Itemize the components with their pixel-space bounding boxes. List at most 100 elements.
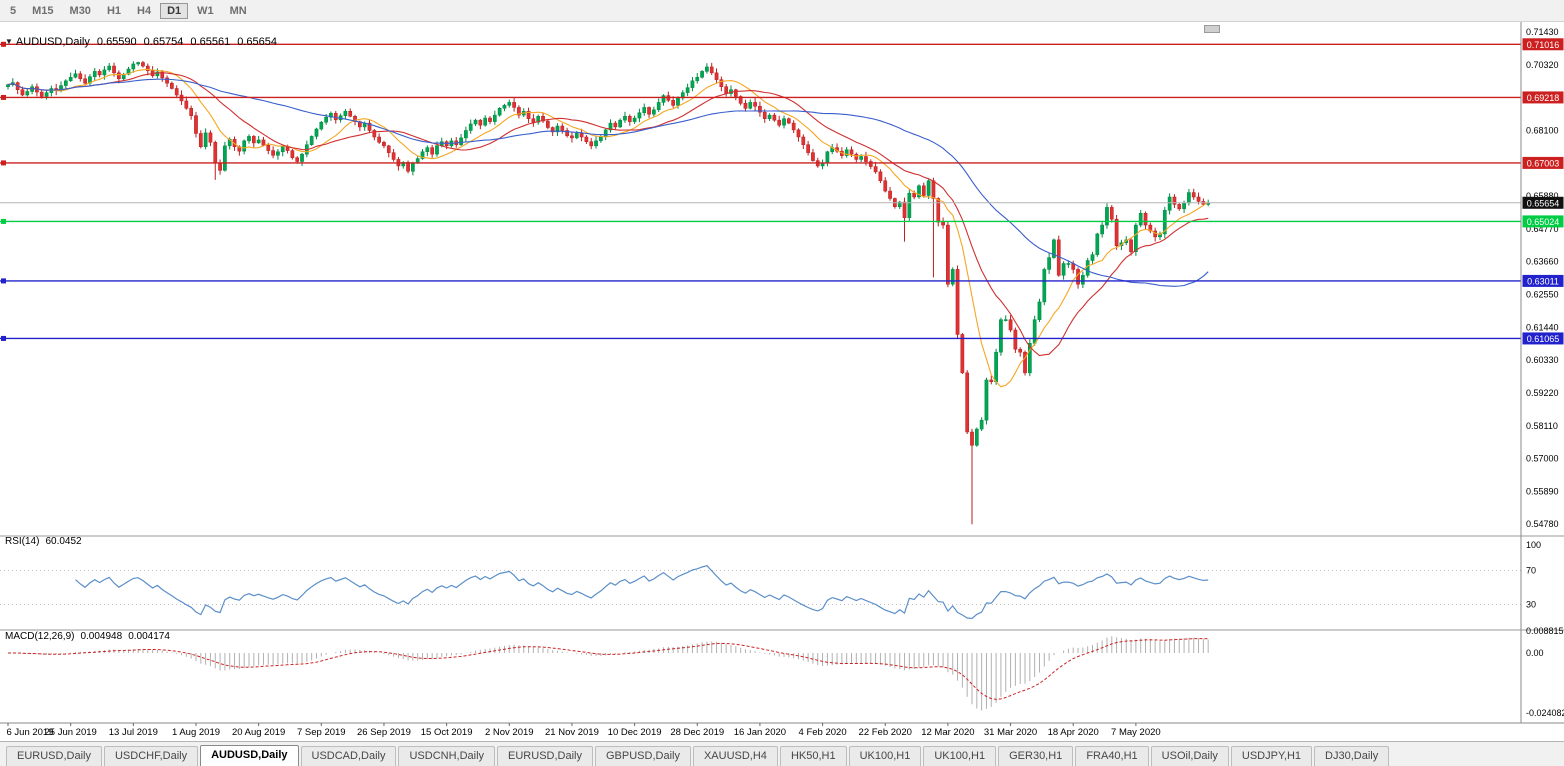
rsi-name: RSI(14) <box>5 536 40 547</box>
svg-text:20 Aug 2019: 20 Aug 2019 <box>232 727 285 738</box>
chart-title-low: 0.65561 <box>190 36 231 48</box>
svg-text:0.62550: 0.62550 <box>1526 290 1559 300</box>
macd-pane <box>8 636 1209 711</box>
timeframe-button-M15[interactable]: M15 <box>32 4 54 17</box>
svg-text:13 Jul 2019: 13 Jul 2019 <box>109 727 158 738</box>
current-price-label: 0.65654 <box>1522 196 1564 209</box>
svg-text:0.60330: 0.60330 <box>1526 355 1559 365</box>
timeframe-button-MN[interactable]: MN <box>229 4 247 17</box>
chart-tab-1-USDCHF-Daily[interactable]: USDCHF,Daily <box>103 746 199 766</box>
chart-tab-2-AUDUSD-Daily[interactable]: AUDUSD,Daily <box>200 745 299 766</box>
chart-tab-12-FRA40-H1[interactable]: FRA40,H1 <box>1075 746 1149 766</box>
macd-main-value: 0.004948 <box>80 631 123 642</box>
svg-text:0.54780: 0.54780 <box>1526 519 1559 529</box>
svg-text:31 Mar 2020: 31 Mar 2020 <box>984 727 1037 738</box>
rsi-axis[interactable]: 100 70 30 <box>1526 540 1541 610</box>
chart-tab-6-GBPUSD-Daily[interactable]: GBPUSD,Daily <box>595 746 691 766</box>
chart-tab-11-GER30-H1[interactable]: GER30,H1 <box>998 746 1074 766</box>
svg-text:0.65654: 0.65654 <box>1527 198 1560 208</box>
chart-tab-7-XAUUSD-H4[interactable]: XAUUSD,H4 <box>692 746 778 766</box>
svg-text:0.00: 0.00 <box>1526 648 1544 658</box>
svg-text:100: 100 <box>1526 540 1541 550</box>
chart-tab-0-EURUSD-Daily[interactable]: EURUSD,Daily <box>6 746 102 766</box>
timeframe-button-W1[interactable]: W1 <box>197 4 214 17</box>
chart-tabs-bar: EURUSD,Daily USDCHF,Daily AUDUSD,Daily USDC… <box>0 741 1564 766</box>
support-resistance-lines[interactable] <box>0 41 1521 341</box>
svg-text:0.67003: 0.67003 <box>1527 158 1560 168</box>
svg-text:2 Nov 2019: 2 Nov 2019 <box>485 727 534 738</box>
chart-title-close: 0.65654 <box>237 36 277 48</box>
rsi-indicator-label: RSI(14) 60.0452 <box>5 536 82 547</box>
svg-text:6 Jun 2019: 6 Jun 2019 <box>6 727 53 738</box>
macd-signal-value: 0.004174 <box>128 631 170 642</box>
svg-text:0.61440: 0.61440 <box>1526 322 1559 332</box>
pane-separators[interactable] <box>0 22 1564 724</box>
svg-text:25 Jun 2019: 25 Jun 2019 <box>45 727 97 738</box>
svg-text:1 Aug 2019: 1 Aug 2019 <box>172 727 220 738</box>
moving-average-lines <box>7 68 1209 388</box>
timeframe-toolbar: 5 M15 M30 H1 H4 D1 W1 MN <box>0 0 1564 22</box>
svg-text:0.58110: 0.58110 <box>1526 421 1558 431</box>
svg-text:22 Feb 2020: 22 Feb 2020 <box>859 727 912 738</box>
svg-text:0.61065: 0.61065 <box>1527 334 1560 344</box>
chart-tab-3-USDCAD-Daily[interactable]: USDCAD,Daily <box>300 746 397 766</box>
chart-tab-10-UK100-H1[interactable]: UK100,H1 <box>923 746 997 766</box>
svg-text:0.57000: 0.57000 <box>1526 454 1559 464</box>
svg-text:0.70320: 0.70320 <box>1526 60 1559 70</box>
timeframe-button-5[interactable]: 5 <box>10 4 17 17</box>
svg-text:0.63660: 0.63660 <box>1526 257 1559 267</box>
chart-area[interactable]: 0.714300.703200.692100.681000.669900.658… <box>0 22 1564 746</box>
rsi-value: 60.0452 <box>45 536 82 547</box>
svg-text:7 May 2020: 7 May 2020 <box>1111 727 1161 738</box>
macd-indicator-label: MACD(12,26,9) 0.004948 0.004174 <box>5 631 170 642</box>
svg-text:15 Oct 2019: 15 Oct 2019 <box>421 727 473 738</box>
svg-text:0.71016: 0.71016 <box>1527 40 1560 50</box>
macd-axis[interactable]: 0.008815 0.00 -0.024082 <box>1526 626 1564 718</box>
timeframe-button-H4[interactable]: H4 <box>137 4 152 17</box>
svg-text:4 Feb 2020: 4 Feb 2020 <box>799 727 847 738</box>
svg-text:18 Apr 2020: 18 Apr 2020 <box>1048 727 1099 738</box>
svg-text:0.65024: 0.65024 <box>1527 217 1560 227</box>
svg-text:0.71430: 0.71430 <box>1526 27 1559 37</box>
svg-text:30: 30 <box>1526 600 1536 610</box>
chart-title: ▼ AUDUSD,Daily 0.65590 0.65754 0.65561 0.6565… <box>5 36 277 48</box>
svg-text:0.008815: 0.008815 <box>1526 626 1564 636</box>
price-level-labels: 0.71016 0.69218 0.67003 0.65024 0.63011 0.610… <box>1522 38 1564 345</box>
timeframe-button-H1[interactable]: H1 <box>106 4 121 17</box>
svg-text:26 Sep 2019: 26 Sep 2019 <box>357 727 411 738</box>
timeframe-button-M30[interactable]: M30 <box>69 4 91 17</box>
svg-text:7 Sep 2019: 7 Sep 2019 <box>297 727 346 738</box>
chart-tab-13-USOil-Daily[interactable]: USOil,Daily <box>1150 746 1229 766</box>
svg-text:0.68100: 0.68100 <box>1526 125 1559 135</box>
chart-tab-8-HK50-H1[interactable]: HK50,H1 <box>779 746 847 766</box>
svg-text:16 Jan 2020: 16 Jan 2020 <box>734 727 786 738</box>
chart-tab-14-USDJPY-H1[interactable]: USDJPY,H1 <box>1230 746 1313 766</box>
chart-tab-15-DJ30-Daily[interactable]: DJ30,Daily <box>1314 746 1390 766</box>
chart-tab-5-EURUSD-Daily[interactable]: EURUSD,Daily <box>497 746 593 766</box>
svg-text:0.59220: 0.59220 <box>1526 388 1559 398</box>
chart-menu-arrow-icon[interactable]: ▼ <box>5 37 13 46</box>
chart-title-high: 0.65754 <box>143 36 184 48</box>
chart-title-open: 0.65590 <box>96 36 137 48</box>
svg-text:10 Dec 2019: 10 Dec 2019 <box>608 727 662 738</box>
chart-tab-9-UK100-H1[interactable]: UK100,H1 <box>848 746 922 766</box>
macd-name: MACD(12,26,9) <box>5 631 75 642</box>
svg-text:-0.024082: -0.024082 <box>1526 708 1564 718</box>
svg-text:21 Nov 2019: 21 Nov 2019 <box>545 727 599 738</box>
svg-text:0.64770: 0.64770 <box>1526 224 1559 234</box>
chart-scrollbar-thumb[interactable] <box>1204 25 1220 33</box>
svg-text:0.55890: 0.55890 <box>1526 486 1559 496</box>
svg-text:0.65880: 0.65880 <box>1526 191 1559 201</box>
svg-text:12 Mar 2020: 12 Mar 2020 <box>921 727 974 738</box>
svg-text:0.69218: 0.69218 <box>1527 93 1560 103</box>
svg-text:28 Dec 2019: 28 Dec 2019 <box>670 727 724 738</box>
trading-chart-svg[interactable]: 0.714300.703200.692100.681000.669900.658… <box>0 22 1564 741</box>
rsi-pane <box>0 565 1521 620</box>
timeframe-button-D1[interactable]: D1 <box>160 2 189 19</box>
chart-title-symbol: AUDUSD,Daily <box>15 36 90 48</box>
candlestick-series <box>6 60 1211 525</box>
chart-tab-4-USDCNH-Daily[interactable]: USDCNH,Daily <box>398 746 496 766</box>
svg-text:0.63011: 0.63011 <box>1527 276 1559 286</box>
svg-text:70: 70 <box>1526 566 1536 576</box>
